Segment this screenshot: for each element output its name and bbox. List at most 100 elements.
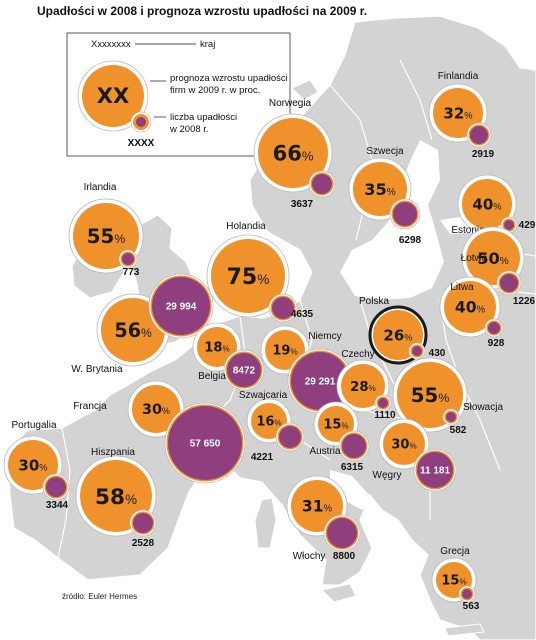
country-estonia: 40% 429 Estonia: [451, 174, 536, 236]
norwegia-count-circle: [312, 174, 332, 194]
estonia-count-circle: [504, 220, 514, 230]
finlandia-forecast-number: 32: [443, 104, 464, 122]
niemcy-count-value: 29 291: [305, 377, 336, 388]
szwecja-forecast-circle: [353, 162, 407, 216]
polska-count-circle: [412, 346, 422, 356]
country-wbrytania: 56% 29 994 W. Brytania: [71, 273, 214, 375]
wlochy-count-circle: [327, 518, 357, 548]
slowacja-percent-sign: %: [438, 391, 449, 405]
szwecja-forecast-value: 35%: [364, 180, 396, 199]
litwa-name: Litwa: [450, 282, 474, 293]
wegry-count-circle: [417, 452, 453, 488]
czechy-count-circle: [378, 398, 388, 408]
source-note: źródło: Euler Hermes: [62, 592, 137, 601]
francja-forecast-value: 30%: [142, 402, 170, 418]
hiszpania-forecast-value: 58%: [95, 485, 137, 510]
szwecja-name: Szwecja: [366, 146, 404, 157]
grecja-percent-sign: %: [459, 578, 466, 587]
land-corsica-sardinia: [254, 497, 277, 549]
wegry-forecast-number: 30: [391, 438, 409, 453]
holandia-forecast-value: 75%: [227, 265, 270, 290]
litwa-count-value: 928: [488, 338, 505, 349]
country-czechy: 28% 1110 Czechy: [336, 349, 396, 421]
finlandia-forecast-value: 32%: [443, 104, 472, 122]
country-slowacja: 55% 582 Słowacja: [392, 357, 503, 436]
francja-name: Francja: [73, 401, 107, 412]
polska-percent-sign: %: [404, 332, 412, 342]
portugalia-forecast-circle: [8, 440, 58, 490]
austria-forecast-circle: [318, 406, 354, 442]
francja-percent-sign: %: [162, 406, 170, 416]
polska-forecast-number: 26: [383, 326, 404, 344]
lotwa-forecast-number: 50: [477, 249, 500, 268]
holandia-count-circle: [272, 297, 294, 319]
litwa-count-circle: [488, 322, 500, 334]
grecja-forecast-value: 15%: [441, 574, 466, 589]
litwa-percent-sign: %: [477, 305, 486, 316]
country-hiszpania: 58% 2528 Hiszpania: [75, 447, 157, 549]
estonia-forecast-circle: [462, 179, 512, 229]
country-holandia: 75% 4635 Holandia: [206, 221, 314, 323]
finlandia-percent-sign: %: [464, 110, 472, 120]
francja-forecast-circle: [132, 385, 180, 433]
irlandia-forecast-number: 55: [87, 225, 115, 248]
legend-count-label-2: w 2008 r.: [169, 124, 209, 135]
wlochy-forecast-number: 31: [302, 498, 324, 516]
slowacja-count-value: 582: [450, 425, 467, 436]
wbrytania-count-circle: [152, 277, 210, 335]
land-crete: [444, 623, 485, 637]
szwecja-forecast-number: 35: [364, 180, 387, 199]
slowacja-count-circle: [446, 412, 456, 422]
norwegia-forecast-number: 66: [273, 142, 302, 166]
szwajcaria-percent-sign: %: [274, 419, 281, 428]
austria-count-value: 6315: [341, 462, 364, 473]
norwegia-name: Norwegia: [269, 98, 312, 109]
legend-country-placeholder: Xxxxxxxx: [91, 39, 131, 50]
francja-count-circle: [168, 406, 242, 480]
land-island: [291, 79, 319, 101]
legend-count-placeholder: XXXX: [128, 138, 155, 149]
hiszpania-count-circle: [133, 513, 153, 533]
country-finlandia: 32% 2919 Finlandia: [428, 71, 495, 160]
country-irlandia: 55% 773 Irlandia: [68, 182, 144, 278]
niemcy-forecast-circle: [265, 330, 305, 370]
hiszpania-count-value: 2528: [132, 538, 155, 549]
legend-forecast-placeholder: XX: [97, 84, 129, 108]
finlandia-name: Finlandia: [438, 71, 479, 82]
portugalia-percent-sign: %: [39, 462, 47, 472]
lotwa-percent-sign: %: [500, 256, 509, 267]
szwajcaria-forecast-number: 16: [256, 415, 274, 430]
litwa-forecast-value: 40%: [455, 299, 486, 317]
litwa-forecast-circle: [444, 281, 496, 333]
estonia-count-value: 429: [519, 220, 536, 231]
francja-forecast-number: 30: [142, 402, 162, 418]
wbrytania-forecast-circle: [101, 298, 165, 362]
szwajcaria-name: Szwajcaria: [239, 390, 288, 401]
sea-adriatic: [330, 470, 372, 510]
country-grecja: 15% 563 Grecja: [431, 546, 480, 612]
polska-highlight-ring: [368, 305, 428, 365]
grecja-count-circle: [462, 589, 472, 599]
country-lotwa: 50% 1226 Łotwa: [461, 226, 536, 307]
belgia-count-circle: [227, 353, 261, 387]
country-szwecja: 35% 6298 Szwecja: [348, 146, 422, 246]
wegry-name: Węgry: [373, 470, 402, 481]
country-litwa: 40% 928 Litwa: [439, 276, 505, 349]
hiszpania-percent-sign: %: [125, 492, 137, 507]
czechy-percent-sign: %: [369, 384, 376, 393]
country-francja: 30% 57 650 Francja: [73, 380, 246, 484]
irlandia-name: Irlandia: [84, 182, 117, 193]
belgia-count-value: 8472: [233, 366, 256, 377]
austria-forecast-number: 15: [323, 418, 341, 433]
country-polska: 26% 430 Polska: [359, 296, 446, 365]
estonia-name: Estonia: [451, 225, 485, 236]
wlochy-forecast-value: 31%: [302, 498, 333, 516]
szwecja-count-value: 6298: [399, 235, 422, 246]
portugalia-count-value: 3344: [46, 500, 69, 511]
holandia-name: Holandia: [226, 221, 266, 232]
wegry-count-value: 11 181: [420, 466, 450, 477]
szwajcaria-forecast-value: 16%: [256, 415, 281, 430]
czechy-count-value: 1110: [374, 410, 396, 421]
legend: Xxxxxxxx kraj XX prognoza wzrostu upadło…: [66, 32, 291, 157]
